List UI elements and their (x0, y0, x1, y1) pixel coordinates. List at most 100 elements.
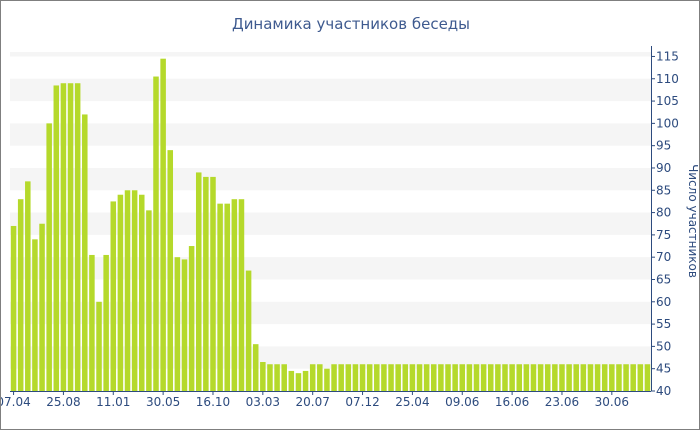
bar (74, 83, 81, 391)
bar (594, 364, 601, 391)
x-tick-label: 30.06 (595, 395, 629, 409)
bar (395, 364, 401, 391)
bar (53, 85, 60, 391)
bar (409, 364, 416, 391)
y-axis-label: Число участников (686, 164, 699, 278)
bar (274, 364, 280, 391)
bar (245, 270, 252, 391)
bar (388, 364, 394, 391)
x-tick-label: 30.05 (146, 395, 180, 409)
y-tick-label: 75 (656, 228, 671, 242)
bar (459, 364, 466, 391)
bar (10, 225, 17, 391)
bars (10, 58, 651, 392)
x-tick-label: 25.08 (46, 395, 80, 409)
bar (131, 190, 138, 391)
x-tick-label: 25.04 (395, 395, 429, 409)
bar (537, 364, 544, 391)
bar (188, 246, 195, 391)
bar (89, 254, 95, 391)
bar (252, 344, 259, 391)
bar (167, 150, 174, 391)
y-tick-label: 95 (656, 139, 671, 153)
bar (644, 364, 651, 391)
x-tick-label: 16.10 (196, 395, 230, 409)
bar (374, 364, 380, 391)
y-tick-label: 55 (656, 317, 671, 331)
y-tick-label: 45 (656, 362, 671, 376)
bar (203, 176, 209, 391)
x-tick-label: 16.06 (495, 395, 529, 409)
y-tick-label: 65 (656, 272, 671, 286)
x-tick-label: 11.01 (96, 395, 130, 409)
bar (317, 364, 323, 391)
y-tick-labels: 40 45 50 55 60 65 70 75 80 85 90 95 100 105 110 115 (651, 49, 679, 398)
bar (616, 364, 622, 391)
bar (573, 364, 579, 391)
x-tick-label: 23.06 (545, 395, 579, 409)
bar (302, 370, 309, 391)
bar (587, 364, 594, 391)
x-tick-labels: 07.04 25.08 11.01 30.05 16.10 03.03 20.07 07.12… (1, 391, 629, 409)
bar (509, 364, 515, 391)
bar (60, 83, 67, 391)
bar (552, 364, 558, 391)
bar (260, 362, 266, 391)
bar (473, 364, 480, 391)
bar (601, 364, 608, 391)
bar (609, 364, 615, 391)
bar (67, 83, 74, 391)
axes (10, 46, 652, 392)
y-tick-label: 80 (656, 206, 671, 220)
x-tick-label: 07.12 (345, 395, 379, 409)
x-tick-label: 07.04 (1, 395, 31, 409)
bar (438, 364, 444, 391)
bar (495, 364, 501, 391)
bar (566, 364, 572, 391)
bar (174, 257, 181, 391)
bar (487, 364, 494, 391)
y-tick-label: 105 (656, 94, 679, 108)
bar (637, 364, 644, 391)
bar (146, 210, 152, 391)
y-tick-label: 110 (656, 72, 679, 86)
bar (544, 364, 551, 391)
bar (623, 364, 629, 391)
grid-band (10, 52, 651, 57)
bar (267, 364, 273, 391)
bar (352, 364, 359, 391)
bar (630, 364, 636, 391)
x-tick-label: 09.06 (445, 395, 479, 409)
bar (110, 201, 117, 391)
bar (295, 373, 302, 391)
y-tick-label: 90 (656, 161, 671, 175)
bar (331, 364, 337, 391)
x-tick-label: 03.03 (246, 395, 280, 409)
bar (103, 254, 109, 391)
y-tick-label: 50 (656, 339, 671, 353)
bar (324, 368, 330, 391)
bar (480, 364, 487, 391)
bar (431, 364, 437, 391)
bar (46, 123, 52, 392)
bar (224, 203, 230, 391)
bar (231, 199, 238, 391)
bar (359, 364, 366, 391)
grid-band (10, 167, 651, 191)
bar (288, 370, 295, 391)
bar (502, 364, 508, 391)
bar (309, 364, 316, 391)
bar (39, 223, 45, 391)
bar (402, 364, 409, 391)
bar (516, 364, 522, 391)
bar (530, 364, 537, 391)
bar (445, 364, 451, 391)
y-tick-label: 70 (656, 250, 671, 264)
y-tick-label: 40 (656, 384, 671, 398)
y-tick-label: 60 (656, 295, 671, 309)
bar (181, 259, 188, 391)
bar (139, 194, 145, 391)
bar (124, 190, 131, 391)
bar (25, 181, 31, 391)
